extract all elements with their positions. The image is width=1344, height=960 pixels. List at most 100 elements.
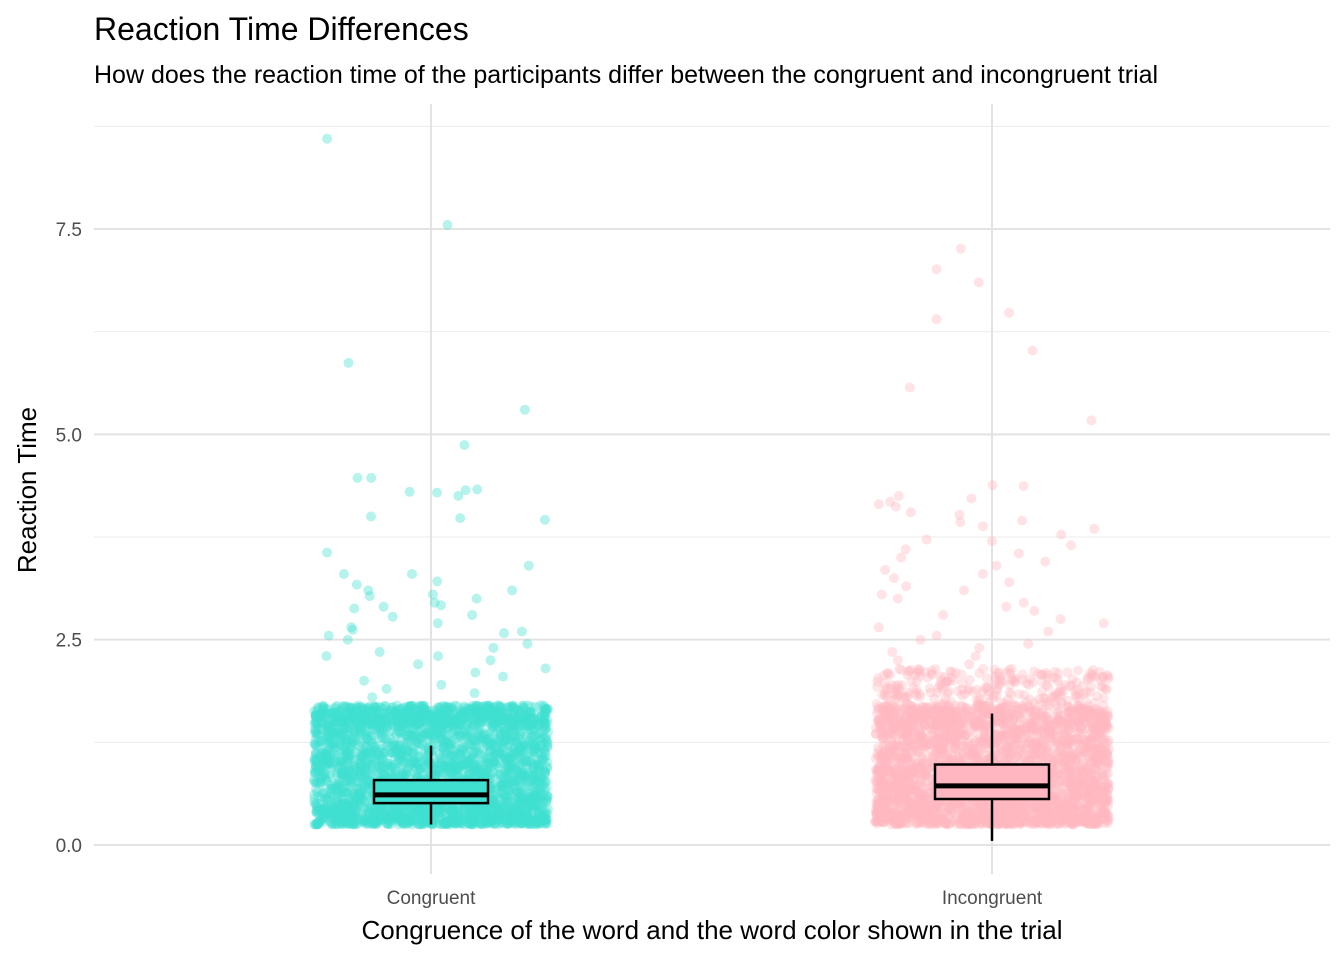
data-point — [434, 741, 445, 752]
data-point — [414, 750, 425, 761]
data-point — [341, 723, 352, 733]
outlier-point — [436, 679, 447, 690]
data-point — [327, 783, 338, 794]
outlier-point — [467, 610, 478, 620]
data-point — [310, 725, 321, 736]
data-point — [542, 757, 553, 768]
data-point — [417, 709, 428, 719]
data-point — [365, 727, 376, 738]
data-point — [420, 715, 431, 726]
outlier-point — [381, 683, 392, 694]
data-point — [414, 819, 425, 830]
data-point — [341, 723, 352, 734]
data-point — [490, 712, 501, 723]
data-point — [422, 709, 432, 720]
data-point — [468, 752, 479, 763]
data-point — [368, 817, 379, 828]
data-point — [518, 767, 529, 778]
data-point — [461, 760, 472, 771]
data-point — [537, 711, 547, 722]
data-point — [337, 701, 348, 712]
data-point — [495, 714, 506, 725]
data-point — [479, 811, 489, 822]
data-point — [328, 737, 339, 748]
data-point — [532, 719, 543, 730]
data-point — [407, 724, 418, 735]
data-point — [311, 784, 321, 795]
data-point — [509, 780, 520, 791]
data-point — [485, 717, 496, 727]
data-point — [517, 797, 528, 808]
data-point — [506, 733, 517, 744]
data-point — [411, 758, 422, 768]
data-point — [512, 705, 523, 716]
data-point — [444, 718, 455, 729]
data-point — [435, 710, 446, 721]
data-point — [321, 775, 332, 786]
data-point — [520, 754, 531, 765]
data-point — [539, 785, 550, 796]
data-point — [494, 781, 505, 792]
data-point — [442, 736, 453, 747]
outlier-point — [432, 618, 443, 629]
data-point — [461, 763, 472, 774]
data-point — [408, 743, 419, 754]
data-point — [338, 757, 349, 767]
data-point — [508, 814, 519, 825]
data-point — [956, 669, 967, 680]
data-point — [349, 796, 360, 807]
data-point — [526, 701, 537, 712]
data-point — [376, 728, 387, 739]
data-point — [483, 763, 494, 774]
data-point — [543, 727, 553, 738]
data-point — [335, 731, 346, 741]
data-point — [310, 740, 321, 751]
data-point — [492, 721, 502, 732]
data-point — [467, 734, 477, 745]
data-point — [415, 764, 426, 775]
data-point — [318, 788, 329, 799]
data-point — [539, 754, 550, 765]
data-point — [473, 759, 484, 770]
data-point — [470, 810, 481, 821]
data-point — [462, 755, 473, 766]
data-point — [326, 817, 337, 828]
data-point — [456, 817, 467, 828]
outlier-point — [472, 484, 483, 495]
data-point — [403, 706, 414, 717]
data-point — [426, 714, 437, 724]
data-point — [349, 760, 360, 771]
outlier-point — [322, 547, 332, 558]
data-point — [324, 708, 334, 719]
data-point — [533, 792, 544, 803]
data-point — [378, 806, 389, 817]
data-point — [499, 738, 510, 749]
data-point — [530, 804, 541, 815]
data-point — [368, 706, 379, 717]
data-point — [523, 748, 534, 759]
data-point — [501, 730, 512, 741]
data-point — [536, 726, 547, 737]
data-point — [476, 804, 486, 815]
data-point — [520, 711, 531, 722]
data-point — [488, 795, 499, 806]
data-point — [372, 815, 383, 826]
data-point — [330, 707, 341, 718]
data-point — [508, 724, 519, 735]
data-point — [402, 711, 413, 722]
data-point — [342, 754, 353, 765]
data-point — [403, 734, 414, 745]
data-point — [402, 758, 413, 769]
data-point — [357, 716, 368, 727]
data-point — [521, 775, 532, 786]
data-point — [503, 753, 514, 764]
data-point — [442, 714, 453, 725]
data-point — [508, 716, 519, 727]
data-point — [335, 717, 346, 727]
data-point — [529, 800, 540, 811]
data-point — [363, 818, 374, 829]
data-point — [448, 720, 459, 731]
data-point — [468, 816, 479, 827]
data-point — [382, 819, 393, 830]
data-point — [1072, 665, 1083, 676]
